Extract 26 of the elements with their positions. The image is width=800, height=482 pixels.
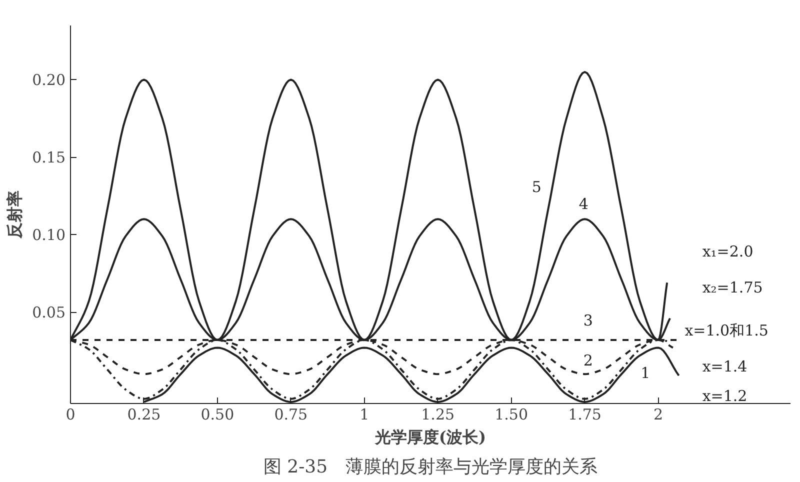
y-tick-label: 0.20	[32, 71, 66, 90]
x-tick-label: 1	[360, 406, 370, 424]
x-tick-label: 0.50	[200, 406, 234, 424]
y-tick-label: 0.10	[32, 226, 66, 244]
annotation: 4	[578, 195, 588, 214]
x-tick-label: 0.25	[127, 406, 161, 424]
y-tick-label: 0.05	[32, 304, 66, 322]
annotation: 5	[532, 178, 542, 196]
y-tick-label: 0.15	[32, 148, 66, 167]
text: 图 2-35 薄膜的反射率与光学厚度的关系	[263, 456, 598, 478]
x-tick-label: 1.25	[421, 406, 455, 424]
x-tick-label: 0.75	[274, 406, 308, 424]
x-tick-label: 2	[653, 406, 664, 424]
annotation: x=1.0和1.5	[684, 322, 768, 340]
annotation: 2	[583, 352, 593, 370]
annotation: x=1.4	[702, 357, 748, 376]
annotation: 1	[640, 364, 650, 382]
annotation: x₁=2.0	[702, 242, 754, 261]
annotation: x=1.2	[702, 386, 748, 405]
x-tick-label: 1.75	[568, 406, 602, 424]
x-tick-label: 1.50	[494, 406, 528, 424]
x-tick-label: 0	[66, 406, 76, 424]
y-axis-title: 反射率	[5, 190, 24, 240]
x-axis-title: 光学厚度(波长)	[374, 428, 486, 446]
annotation: 3	[583, 311, 593, 330]
annotation: x₂=1.75	[702, 278, 763, 296]
